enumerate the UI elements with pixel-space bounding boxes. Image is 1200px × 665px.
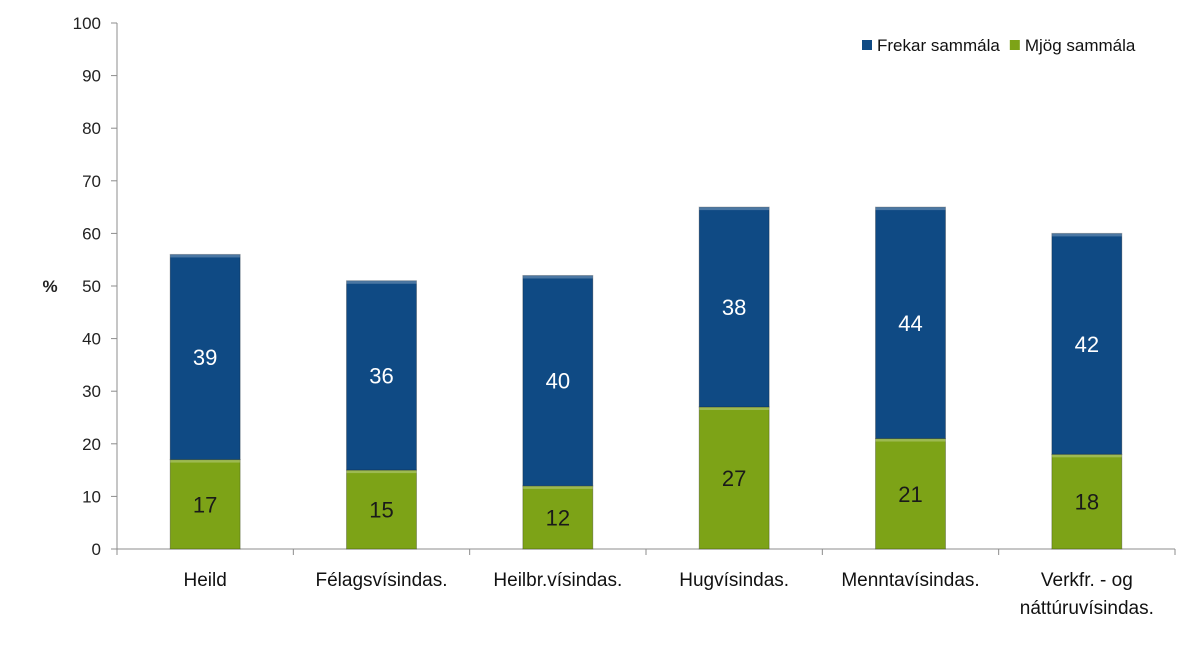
y-tick-label: 0 bbox=[92, 540, 101, 559]
bar-highlight bbox=[875, 438, 946, 442]
bar-segment bbox=[1051, 453, 1123, 550]
data-label: 21 bbox=[898, 482, 922, 507]
bar-segment bbox=[169, 253, 241, 461]
legend-label: Frekar sammála bbox=[877, 36, 1000, 55]
bar-segment bbox=[875, 206, 946, 440]
legend-swatch bbox=[1009, 40, 1020, 50]
y-tick-label: 100 bbox=[73, 14, 101, 33]
bar-segment bbox=[875, 438, 946, 550]
bar-segment bbox=[1051, 232, 1123, 455]
bar-segment bbox=[698, 206, 770, 408]
bar-segment bbox=[169, 459, 241, 550]
data-label: 17 bbox=[193, 492, 217, 517]
y-tick-label: 80 bbox=[82, 119, 101, 138]
y-tick-label: 30 bbox=[82, 382, 101, 401]
bar-highlight bbox=[699, 406, 770, 410]
data-label: 36 bbox=[369, 363, 393, 388]
bar-highlight bbox=[1051, 233, 1122, 237]
y-tick-label: 50 bbox=[82, 277, 101, 296]
x-tick-label: Verkfr. - og bbox=[1041, 570, 1133, 591]
data-label: 12 bbox=[546, 505, 570, 530]
legend-swatch bbox=[862, 40, 872, 50]
bar-highlight bbox=[1051, 454, 1122, 458]
x-tick-label: Menntavísindas. bbox=[841, 570, 979, 591]
data-label: 15 bbox=[369, 498, 393, 523]
y-tick-label: 60 bbox=[82, 224, 101, 243]
x-tick-label: Félagsvísindas. bbox=[315, 570, 447, 591]
y-tick-label: 40 bbox=[82, 330, 101, 349]
bar-highlight bbox=[346, 470, 417, 474]
bar-segment bbox=[346, 469, 417, 550]
bar-highlight bbox=[699, 207, 770, 211]
y-tick-label: 90 bbox=[82, 67, 101, 86]
data-label: 42 bbox=[1075, 332, 1099, 357]
bar-highlight bbox=[522, 275, 593, 279]
data-label: 39 bbox=[193, 345, 217, 370]
data-label: 40 bbox=[546, 369, 570, 394]
bar-segment bbox=[698, 406, 770, 550]
bar-highlight bbox=[170, 459, 241, 463]
data-label: 27 bbox=[722, 466, 746, 491]
x-tick-label: Heilbr.vísindas. bbox=[493, 570, 622, 591]
x-tick-label: náttúruvísindas. bbox=[1020, 598, 1154, 619]
x-tick-label: Hugvísindas. bbox=[679, 570, 789, 591]
bar-highlight bbox=[346, 280, 417, 284]
bar-highlight bbox=[170, 254, 241, 258]
data-label: 44 bbox=[898, 311, 922, 336]
bar-segment bbox=[522, 485, 594, 550]
bar-segment bbox=[346, 280, 417, 471]
data-label: 38 bbox=[722, 295, 746, 320]
x-tick-label: Heild bbox=[184, 570, 227, 591]
bar-highlight bbox=[522, 485, 593, 489]
y-axis-label: % bbox=[42, 277, 57, 296]
bar-segment bbox=[522, 274, 594, 487]
y-tick-label: 70 bbox=[82, 172, 101, 191]
legend-label: Mjög sammála bbox=[1025, 36, 1136, 55]
bar-highlight bbox=[875, 207, 946, 211]
y-tick-label: 10 bbox=[82, 487, 101, 506]
y-tick-label: 20 bbox=[82, 435, 101, 454]
data-label: 18 bbox=[1075, 490, 1099, 515]
